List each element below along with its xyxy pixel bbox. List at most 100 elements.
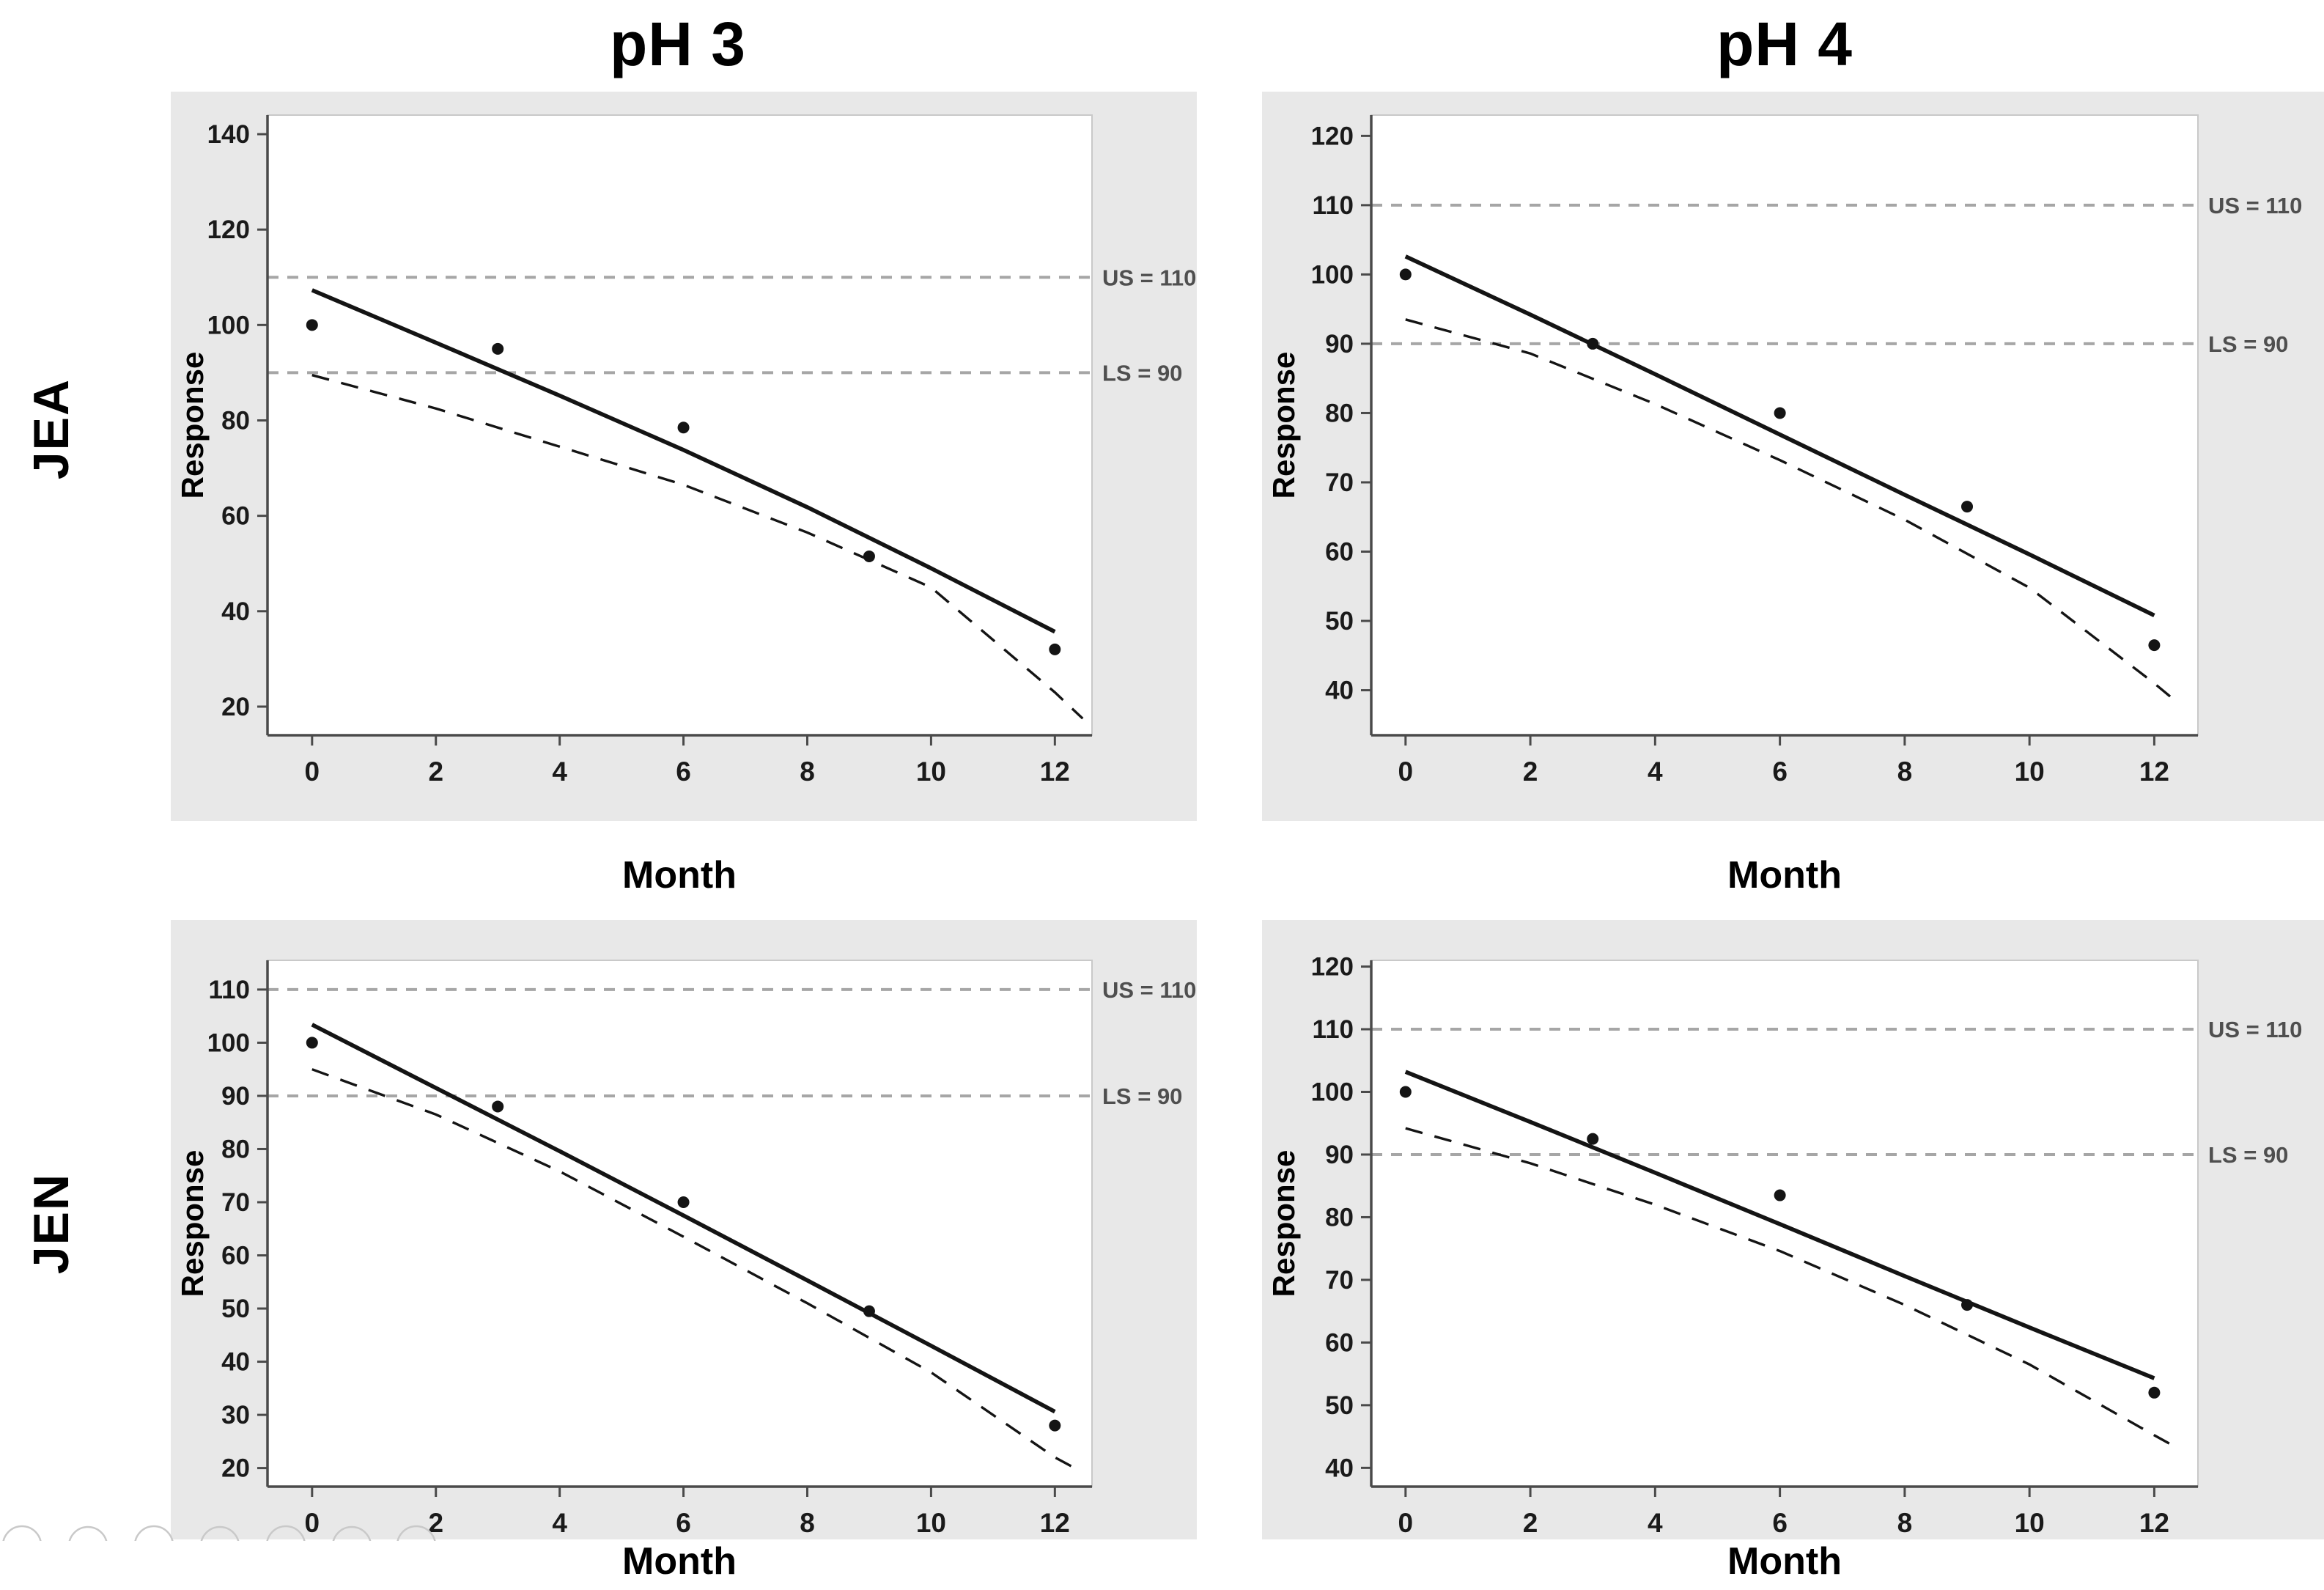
x-tick-label: 10: [916, 1508, 946, 1538]
watermark-circle: [266, 1525, 306, 1541]
spec-label-upper: US = 110: [2208, 193, 2302, 218]
data-point: [1774, 1189, 1786, 1201]
y-tick-label: 40: [1325, 1454, 1354, 1482]
spec-label-lower: LS = 90: [2208, 1142, 2288, 1168]
y-tick-label: 140: [207, 120, 250, 149]
watermark-circle: [2, 1525, 42, 1541]
data-point: [863, 1305, 875, 1317]
chart-svg: 20 40 60 80 100 120 140 0 2 4 6 8 10 12 US = 110 LS = 9…: [171, 92, 1197, 821]
y-tick-label: 80: [1325, 1203, 1354, 1232]
watermark-circle: [134, 1525, 174, 1541]
x-tick-label: 2: [1523, 757, 1538, 787]
x-tick-label: 12: [1040, 757, 1070, 787]
lower-bound-line: [1405, 1127, 2180, 1451]
x-tick-label: 0: [305, 1508, 320, 1538]
x-tick-label: 6: [1772, 1508, 1788, 1538]
data-point: [863, 550, 875, 562]
watermark-circles: [0, 1522, 513, 1541]
x-tick-label: 10: [916, 757, 946, 787]
x-tick-label: 2: [428, 1508, 443, 1538]
data-point: [492, 342, 504, 355]
y-tick-label: 70: [221, 1188, 250, 1217]
y-tick-label: 40: [221, 597, 250, 626]
y-tick-label: 70: [1325, 468, 1354, 497]
y-tick-label: 100: [1311, 260, 1354, 289]
data-point: [492, 1100, 504, 1113]
x-tick-label: 4: [552, 757, 567, 787]
y-tick-label: 20: [221, 693, 250, 721]
y-tick-label: 100: [207, 311, 250, 339]
y-tick-label: 60: [1325, 1328, 1354, 1357]
plot-area: [1371, 114, 2199, 736]
y-tick-label: 50: [221, 1295, 250, 1323]
plot-area: [1371, 960, 2199, 1487]
x-tick-label: 4: [552, 1508, 567, 1538]
lower-bound-line: [311, 374, 1084, 720]
x-tick-label: 8: [800, 757, 815, 787]
x-axis-title-jen-ph4: Month: [1727, 1540, 1842, 1583]
chart-jea-ph4: 40 50 60 70 80 90 100 110 120 0 2 4 6 8 10 12 US = 110 LS…: [1262, 92, 2324, 825]
data-point: [677, 422, 690, 434]
data-point: [1774, 407, 1786, 419]
y-tick-label: 120: [207, 216, 250, 244]
y-tick-label: 110: [1313, 191, 1354, 220]
x-tick-label: 10: [2015, 757, 2045, 787]
x-tick-label: 12: [2139, 757, 2169, 787]
spec-label-upper: US = 110: [1102, 977, 1196, 1003]
row-label-jea: JEA: [23, 378, 79, 480]
y-tick-label: 50: [1325, 1391, 1354, 1420]
data-point: [306, 319, 318, 331]
x-tick-label: 12: [2139, 1508, 2169, 1538]
x-axis-title-jen-ph3: Month: [622, 1540, 737, 1583]
x-tick-label: 4: [1648, 757, 1663, 787]
data-point: [306, 1037, 318, 1049]
y-axis-title: Response: [1266, 352, 1301, 499]
data-point: [1587, 1133, 1599, 1145]
chart-svg: 40 50 60 70 80 90 100 110 120 0 2 4 6 8 10 12 US = 110 LS…: [1262, 920, 2324, 1539]
y-tick-label: 110: [209, 976, 250, 1004]
chart-jen-ph3: 20 30 40 50 60 70 80 90 100 110 0 2 4 6 8 10 12 US = 110 L…: [171, 920, 1197, 1543]
watermark-circle: [200, 1525, 240, 1541]
y-tick-label: 90: [1325, 330, 1354, 358]
y-tick-label: 80: [1325, 399, 1354, 427]
x-tick-label: 0: [305, 757, 320, 787]
x-tick-label: 10: [2015, 1508, 2045, 1538]
chart-jea-ph3: 20 40 60 80 100 120 140 0 2 4 6 8 10 12 US = 110 LS = 9…: [171, 92, 1197, 825]
data-point: [1399, 1086, 1412, 1098]
data-point: [677, 1196, 690, 1208]
column-title-ph3: pH 3: [609, 10, 747, 78]
y-tick-label: 60: [221, 1242, 250, 1270]
y-tick-label: 60: [221, 502, 250, 531]
x-tick-label: 0: [1398, 1508, 1414, 1538]
y-axis-title: Response: [1266, 1150, 1301, 1298]
x-tick-label: 12: [1040, 1508, 1070, 1538]
data-point: [1049, 643, 1061, 655]
row-label-jen: JEN: [23, 1172, 79, 1275]
y-tick-label: 70: [1325, 1266, 1354, 1295]
y-axis-title: Response: [175, 1150, 210, 1298]
y-tick-label: 40: [221, 1348, 250, 1377]
watermark-circle: [68, 1525, 108, 1541]
y-tick-label: 80: [221, 406, 250, 435]
data-point: [1961, 501, 1974, 513]
chart-svg: 20 30 40 50 60 70 80 90 100 110 0 2 4 6 8 10 12 US = 110 L…: [171, 920, 1197, 1539]
spec-label-upper: US = 110: [1102, 265, 1196, 290]
x-tick-label: 6: [676, 757, 691, 787]
y-tick-label: 110: [1313, 1015, 1354, 1044]
x-tick-label: 0: [1398, 757, 1414, 787]
fit-line: [311, 1023, 1056, 1414]
y-tick-label: 80: [221, 1135, 250, 1163]
lower-bound-line: [311, 1068, 1080, 1472]
y-tick-label: 100: [207, 1028, 250, 1057]
y-tick-label: 120: [1311, 953, 1354, 982]
x-tick-label: 8: [1897, 757, 1913, 787]
column-title-ph4: pH 4: [1716, 10, 1853, 78]
chart-jen-ph4: 40 50 60 70 80 90 100 110 120 0 2 4 6 8 10 12 US = 110 LS…: [1262, 920, 2324, 1543]
data-point: [1049, 1419, 1061, 1432]
y-tick-label: 40: [1325, 677, 1354, 705]
y-tick-label: 30: [221, 1401, 250, 1429]
x-axis-title-jea-ph3: Month: [622, 854, 737, 897]
y-tick-label: 90: [1325, 1141, 1354, 1169]
y-tick-label: 90: [221, 1082, 250, 1111]
fit-line: [1404, 1070, 2155, 1380]
